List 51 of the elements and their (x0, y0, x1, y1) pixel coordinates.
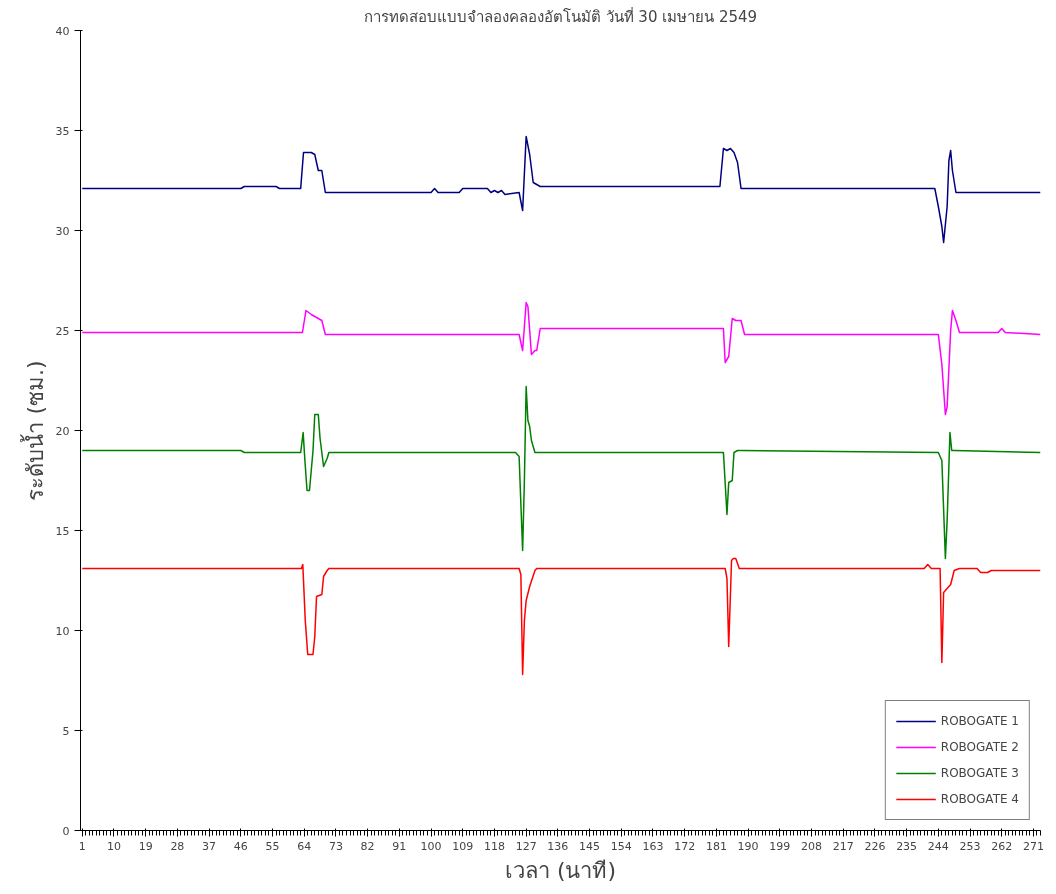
x-axis-title: เวลา (นาที) (504, 857, 617, 883)
x-tick-label: 190 (737, 839, 759, 853)
x-tick-label: 172 (674, 839, 696, 853)
y-tick-label: 0 (62, 824, 70, 838)
x-tick-label: 100 (420, 839, 442, 853)
chart-title: การทดสอบแบบจำลองคลองอัตโนมัติ วันที่ 30 เมษายน 2549 (363, 5, 758, 26)
x-tick-label: 154 (610, 839, 632, 853)
x-tick-label: 19 (138, 839, 153, 853)
x-tick-label: 271 (1022, 839, 1044, 853)
y-tick-label: 10 (55, 624, 70, 638)
x-tick-label: 28 (170, 839, 185, 853)
legend-label: ROBOGATE 4 (940, 792, 1019, 806)
x-tick-label: 226 (864, 839, 886, 853)
y-tick-label: 25 (55, 324, 70, 338)
x-tick-label: 1 (78, 839, 86, 853)
y-tick-label: 30 (55, 224, 70, 238)
x-tick-label: 136 (547, 839, 569, 853)
x-tick-label: 46 (233, 839, 248, 853)
x-tick-label: 163 (642, 839, 664, 853)
line-series (81, 557, 1041, 676)
y-tick-label: 20 (55, 424, 70, 438)
x-tick-label: 208 (801, 839, 823, 853)
y-tick-label: 40 (55, 24, 70, 38)
line-series (81, 385, 1041, 560)
x-tick-label: 253 (959, 839, 981, 853)
line-series (81, 301, 1041, 416)
legend-label: ROBOGATE 2 (940, 740, 1019, 754)
x-tick-label: 55 (265, 839, 280, 853)
x-tick-label: 217 (832, 839, 854, 853)
x-tick-label: 145 (579, 839, 601, 853)
y-tick-label: 35 (55, 124, 70, 138)
legend-label: ROBOGATE 1 (940, 714, 1019, 728)
x-tick-label: 37 (202, 839, 217, 853)
x-tick-label: 181 (705, 839, 727, 853)
x-tick-label: 64 (297, 839, 312, 853)
x-tick-label: 244 (927, 839, 949, 853)
y-tick-label: 5 (62, 724, 70, 738)
x-tick-label: 235 (896, 839, 918, 853)
x-tick-label: 109 (452, 839, 474, 853)
x-tick-label: 91 (392, 839, 407, 853)
legend-label: ROBOGATE 3 (940, 766, 1019, 780)
x-tick-label: 262 (991, 839, 1013, 853)
x-tick-label: 73 (328, 839, 343, 853)
x-tick-label: 10 (106, 839, 121, 853)
x-tick-label: 199 (769, 839, 791, 853)
y-axis-title: ระดับน้ำ (ซม.) (19, 360, 48, 501)
line-series (81, 135, 1041, 244)
x-tick-label: 127 (515, 839, 537, 853)
y-tick-label: 15 (55, 524, 70, 538)
x-tick-label: 82 (360, 839, 375, 853)
x-tick-label: 118 (483, 839, 505, 853)
